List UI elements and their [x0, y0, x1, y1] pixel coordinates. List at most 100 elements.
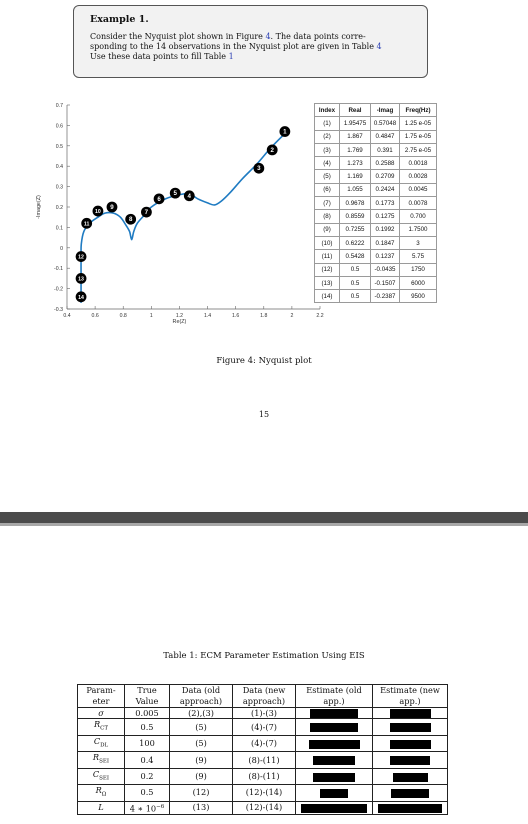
data-point-marker	[153, 193, 165, 205]
obs-table-cell: 0.4847	[370, 129, 400, 144]
x-tick-label: 2	[290, 313, 293, 319]
ecm-parameter-table: Param-eter True Value Data (old approach) Dat…	[77, 684, 448, 816]
x-tick-label: 0.4	[63, 313, 70, 319]
redacted-estimate-cell	[372, 784, 448, 802]
data-point-label: 12	[78, 255, 84, 261]
parameter-cell: CDL	[77, 734, 125, 753]
x-tick-label: 0.6	[92, 313, 99, 319]
data-old-cell: (5)	[169, 718, 233, 736]
data-point-marker	[253, 162, 265, 174]
true-value-cell: 0.2	[124, 767, 170, 786]
obs-table-row: (5) 1.169 0.2709 0.0028	[314, 169, 437, 184]
obs-table-cell: (14)	[314, 289, 340, 304]
y-tick-label: 0.2	[56, 205, 63, 211]
obs-table-cell: 0.0028	[399, 169, 437, 184]
obs-table-cell: 1.867	[339, 129, 371, 144]
redacted-estimate-cell	[295, 767, 373, 786]
redacted-estimate-cell	[372, 800, 448, 816]
obs-table-cell: 0.1992	[370, 222, 400, 237]
ecm-header-row: Param-eter True Value Data (old approach) Dat…	[77, 684, 448, 708]
ecm-table-row: CDL 100 (5) (4)-(7)	[77, 734, 448, 753]
data-point-marker	[169, 187, 181, 199]
obs-table-cell: -0.1507	[370, 275, 400, 291]
obs-table-cell: (12)	[314, 262, 340, 277]
obs-table-row: (3) 1.769 0.391 2.75 e-05	[314, 142, 437, 158]
example-text: Consider the Nyquist plot shown in Figur…	[90, 32, 417, 62]
redaction-bar	[389, 723, 431, 733]
parameter-cell: L	[77, 800, 125, 816]
data-point-label: 3	[257, 165, 261, 172]
obs-table-cell: 1.169	[339, 169, 371, 184]
data-old-cell: (13)	[169, 800, 233, 816]
data-point-marker	[92, 205, 104, 217]
obs-table-row: (7) 0.9678 0.1773 0.0078	[314, 196, 437, 211]
x-tick-label: 2.2	[316, 313, 323, 319]
obs-table-row: (2) 1.867 0.4847 1.75 e-05	[314, 129, 437, 144]
y-axis-label: -Image(Z)	[36, 195, 42, 219]
redaction-bar	[391, 788, 429, 798]
ecm-header-cell: Data (old approach)	[169, 684, 233, 708]
data-point-marker	[141, 206, 152, 218]
redacted-estimate-cell	[372, 767, 448, 786]
data-point-marker	[81, 217, 93, 229]
data-point-label: 9	[110, 204, 114, 211]
table-ref-link[interactable]: 4	[376, 42, 382, 51]
data-point-label: 8	[129, 216, 133, 223]
page-break-shadow	[0, 523, 528, 526]
y-tick-label: 0.6	[56, 123, 63, 129]
example-box: Example 1. Consider the Nyquist plot sho…	[73, 5, 428, 78]
obs-table-cell: 3	[399, 235, 437, 251]
obs-table-cell: 0.57048	[370, 116, 400, 131]
obs-table-cell: 0.0078	[399, 196, 437, 211]
redaction-bar	[389, 709, 431, 719]
table1-ref-link[interactable]: 1	[228, 52, 234, 61]
observations-header-row: Index Real -Imag Freq(Hz)	[314, 102, 437, 118]
ecm-table-row: CSEI 0.2 (9) (8)-(11)	[77, 767, 448, 786]
redaction-bar	[313, 772, 355, 782]
ecm-header-cell: Estimate (old app.)	[295, 684, 373, 708]
data-point-marker	[75, 251, 87, 262]
ecm-table-row: RSEI 0.4 (9) (8)-(11)	[77, 751, 448, 769]
obs-table-row: (6) 1.055 0.2424 0.0045	[314, 182, 437, 198]
obs-table-cell: 9500	[399, 289, 437, 304]
redacted-estimate-cell	[295, 751, 373, 769]
observations-table: Index Real -Imag Freq(Hz) (1) 1.95475 0.57048…	[314, 102, 437, 304]
y-tick-label: 0	[60, 246, 63, 252]
obs-table-cell: 0.2424	[370, 182, 400, 198]
obs-table-cell: 6000	[399, 275, 437, 291]
obs-table-row: (9) 0.7255 0.1992 1.7500	[314, 222, 437, 237]
y-tick-label: -0.3	[54, 307, 63, 313]
obs-table-cell: (6)	[314, 182, 340, 198]
obs-table-row: (8) 0.8559 0.1275 0.700	[314, 209, 437, 224]
redacted-estimate-cell	[372, 751, 448, 769]
obs-table-cell: (2)	[314, 129, 340, 144]
obs-table-row: (12) 0.5 -0.0435 1750	[314, 262, 437, 277]
figure-ref-link[interactable]: 4	[265, 32, 271, 41]
obs-header-cell: Real	[339, 102, 371, 118]
data-new-cell: (12)-(14)	[232, 800, 296, 816]
obs-table-cell: 0.1847	[370, 235, 400, 251]
data-point-label: 14	[78, 295, 84, 301]
parameter-cell: RCT	[77, 718, 125, 736]
obs-header-cell: -Imag	[370, 102, 400, 118]
obs-table-row: (13) 0.5 -0.1507 6000	[314, 275, 437, 291]
obs-table-cell: (1)	[314, 116, 340, 131]
data-old-cell: (9)	[169, 751, 233, 769]
obs-table-cell: (8)	[314, 209, 340, 224]
data-point-marker	[75, 273, 87, 284]
data-point-label: 5	[174, 190, 178, 197]
redaction-bar	[308, 739, 360, 749]
obs-table-cell: 1.769	[339, 142, 371, 158]
obs-table-cell: (4)	[314, 156, 340, 171]
obs-table-cell: 0.1237	[370, 249, 400, 264]
data-point-marker	[266, 144, 278, 156]
data-point-label: 2	[270, 147, 274, 154]
obs-table-cell: (7)	[314, 196, 340, 211]
obs-table-row: (4) 1.273 0.2588 0.0018	[314, 156, 437, 171]
data-point-label: 13	[78, 276, 84, 282]
data-point-label: 4	[188, 193, 192, 200]
obs-table-cell: 2.75 e-05	[399, 142, 437, 158]
obs-table-cell: 0.0018	[399, 156, 437, 171]
figure-caption: Figure 4: Nyquist plot	[216, 356, 312, 366]
